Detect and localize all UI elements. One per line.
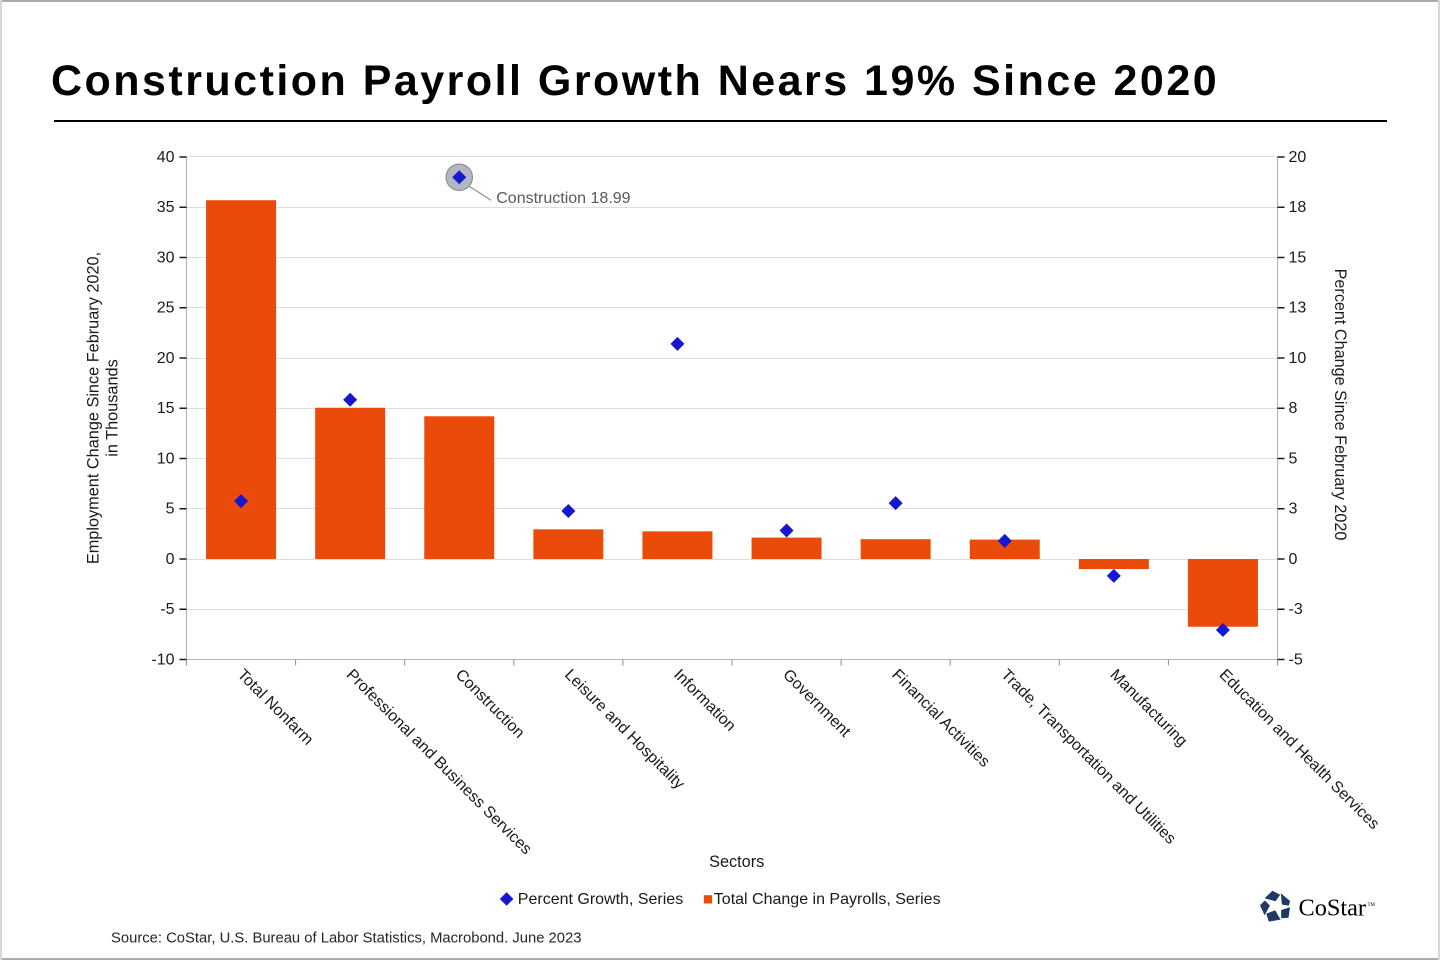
svg-text:TM: TM: [1368, 903, 1376, 908]
svg-text:18: 18: [1289, 199, 1307, 216]
svg-text:20: 20: [1289, 149, 1307, 166]
svg-text:Percent Growth, Series: Percent Growth, Series: [518, 891, 683, 908]
svg-text:-10: -10: [151, 651, 174, 668]
svg-text:8: 8: [1289, 400, 1298, 417]
svg-text:-5: -5: [160, 601, 174, 618]
svg-text:Professional and Business Serv: Professional and Business Services: [343, 666, 535, 858]
svg-text:20: 20: [157, 350, 175, 367]
svg-text:40: 40: [157, 149, 175, 166]
svg-text:5: 5: [1289, 450, 1298, 467]
svg-text:Employment Change Since Februa: Employment Change Since February 2020,: [85, 252, 103, 564]
svg-text:-5: -5: [1289, 651, 1303, 668]
svg-text:25: 25: [157, 300, 175, 317]
svg-text:13: 13: [1289, 300, 1307, 317]
svg-text:10: 10: [157, 450, 175, 467]
svg-text:Total Change in Payrolls, Seri: Total Change in Payrolls, Series: [714, 891, 941, 908]
svg-text:in Thousands: in Thousands: [104, 359, 122, 456]
svg-text:15: 15: [1289, 249, 1307, 266]
svg-text:0: 0: [1289, 551, 1298, 568]
svg-text:-3: -3: [1289, 601, 1303, 618]
svg-text:Manufacturing: Manufacturing: [1107, 666, 1191, 750]
svg-text:Sectors: Sectors: [709, 853, 764, 871]
svg-text:Financial Activities: Financial Activities: [888, 666, 992, 770]
svg-text:Information: Information: [670, 666, 739, 735]
svg-text:Percent Change Since February: Percent Change Since February 2020: [1331, 269, 1349, 541]
svg-text:Total Nonfarm: Total Nonfarm: [234, 666, 316, 748]
svg-text:Government: Government: [779, 666, 854, 741]
svg-text:Construction: Construction: [452, 666, 528, 742]
svg-text:0: 0: [166, 551, 175, 568]
svg-text:35: 35: [157, 199, 175, 216]
svg-text:Leisure and Hospitality: Leisure and Hospitality: [561, 666, 687, 792]
svg-text:Construction 18.99: Construction 18.99: [496, 190, 630, 207]
svg-text:Source: CoStar, U.S. Bureau of: Source: CoStar, U.S. Bureau of Labor Sta…: [111, 931, 581, 947]
svg-text:30: 30: [157, 249, 175, 266]
svg-text:5: 5: [166, 501, 175, 518]
svg-text:Trade, Transportation and Util: Trade, Transportation and Utilities: [997, 666, 1178, 847]
svg-text:Education and Health Services: Education and Health Services: [1216, 666, 1383, 833]
svg-text:CoStar: CoStar: [1299, 895, 1367, 922]
svg-text:3: 3: [1289, 501, 1298, 518]
svg-text:10: 10: [1289, 350, 1307, 367]
svg-text:15: 15: [157, 400, 175, 417]
